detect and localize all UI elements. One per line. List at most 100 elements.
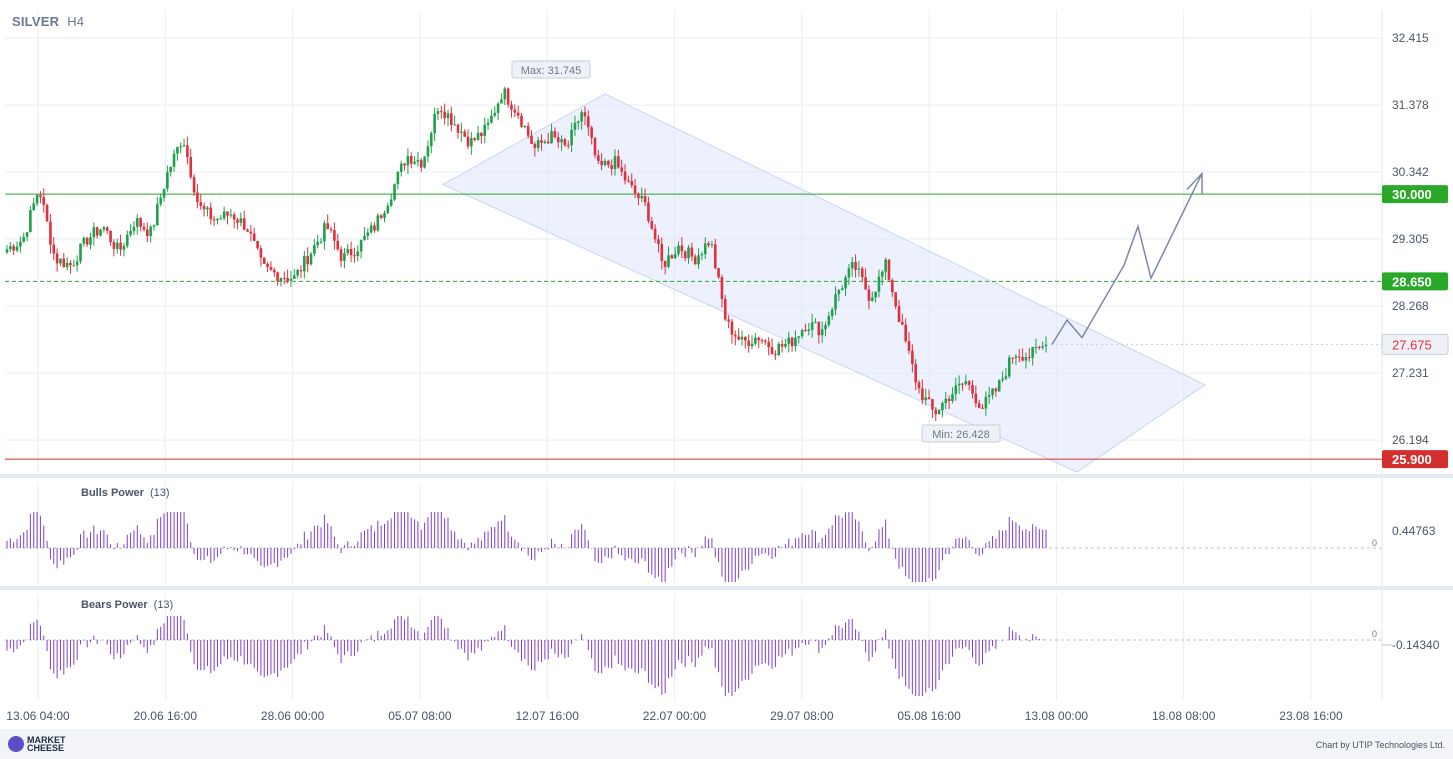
candle-body: [566, 145, 570, 147]
candle-body: [757, 337, 760, 341]
candle-body: [991, 388, 994, 396]
brand-line1: MARKET: [27, 735, 66, 745]
candle-body: [573, 122, 577, 130]
candle-body: [630, 180, 634, 186]
candle-body: [282, 277, 286, 279]
candle-body: [1031, 347, 1034, 358]
forecast-arrow-path: [1051, 173, 1203, 345]
candle-body: [977, 403, 981, 408]
candle-body: [326, 223, 330, 230]
cheese-logo-icon: [8, 736, 24, 752]
price-chart-svg[interactable]: 32.415 31.378 30.342 29.305 28.268 27.231 26.1…: [0, 0, 1453, 729]
candle-body: [286, 278, 289, 281]
candle-body: [516, 112, 520, 116]
candle-body: [119, 242, 122, 250]
candle-body: [790, 337, 794, 347]
candle-body: [737, 336, 740, 340]
candle-body: [924, 397, 928, 401]
candle-body: [296, 270, 299, 276]
candle-body: [189, 157, 193, 178]
candle-body: [139, 218, 142, 227]
candle-body: [89, 237, 92, 245]
candle-body: [583, 112, 587, 117]
candle-body: [436, 111, 440, 114]
candle-body: [550, 131, 553, 144]
candle-body: [199, 202, 203, 207]
candle-body: [12, 246, 15, 251]
candle-body: [289, 278, 293, 281]
candle-body: [443, 111, 446, 119]
candle-body: [389, 199, 393, 206]
candle-body: [256, 240, 259, 249]
candle-body: [419, 160, 423, 168]
candle-body: [226, 211, 229, 216]
y-tick-label: 31.378: [1392, 98, 1429, 112]
candle-body: [429, 133, 433, 147]
candle-body: [493, 112, 497, 116]
candle-body: [369, 225, 373, 233]
candle-body: [470, 138, 473, 147]
candle-body: [450, 113, 453, 126]
candle-body: [39, 195, 42, 198]
candle-body: [777, 343, 781, 356]
candle-body: [697, 255, 700, 265]
candle-body: [540, 140, 543, 143]
candle-body: [473, 138, 477, 140]
candle-body: [45, 204, 49, 222]
candle-body: [176, 147, 179, 154]
candle-body: [820, 329, 824, 336]
candle-body: [1027, 356, 1031, 358]
candle-body: [55, 253, 59, 264]
candle-body: [242, 218, 246, 230]
x-tick-label: 18.08 08:00: [1152, 709, 1216, 723]
candle-body: [299, 270, 303, 272]
candle-body: [480, 132, 483, 136]
candle-body: [232, 214, 236, 220]
candle-body: [667, 255, 670, 267]
candle-body: [723, 299, 727, 320]
candle-body: [673, 253, 677, 259]
x-tick-label: 22.07 00:00: [643, 709, 707, 723]
timeframe-label: H4: [67, 14, 85, 29]
candle-body: [854, 262, 857, 270]
candle-body: [937, 410, 941, 415]
candle-body: [607, 160, 610, 166]
candle-body: [453, 124, 456, 126]
candle-body: [774, 354, 777, 356]
candle-body: [857, 268, 861, 270]
candle-body: [486, 122, 490, 125]
candle-body: [867, 289, 871, 301]
candle-body: [617, 156, 620, 168]
candle-body: [125, 234, 129, 246]
candle-body: [393, 184, 396, 200]
candle-body: [914, 364, 918, 383]
y-tick-label: 27.231: [1392, 366, 1429, 380]
candle-body: [433, 113, 436, 134]
candle-body: [65, 262, 69, 268]
max-label-box: [511, 60, 591, 79]
candle-body: [894, 292, 897, 307]
x-tick-label: 28.06 00:00: [261, 709, 325, 723]
candle-body: [1004, 376, 1008, 379]
candle-body: [169, 166, 173, 173]
candle-body: [15, 246, 19, 251]
candle-body: [827, 315, 831, 326]
x-tick-label: 23.08 16:00: [1279, 709, 1343, 723]
candle-body: [904, 324, 907, 342]
level-label: 30.000: [1392, 187, 1432, 202]
level-label: 28.650: [1392, 274, 1432, 289]
candle-body: [590, 127, 593, 138]
y-tick-label: 30.342: [1392, 165, 1429, 179]
candle-body: [476, 132, 480, 140]
candle-body: [850, 262, 854, 269]
candle-body: [156, 203, 159, 226]
candle-body: [961, 383, 964, 385]
candle-body: [79, 243, 82, 262]
candle-body: [466, 136, 470, 147]
candle-body: [329, 229, 333, 231]
candle-body: [864, 277, 867, 290]
candle-body: [239, 218, 243, 223]
candle-body: [222, 211, 226, 219]
current-price-label: 27.675: [1392, 337, 1432, 352]
